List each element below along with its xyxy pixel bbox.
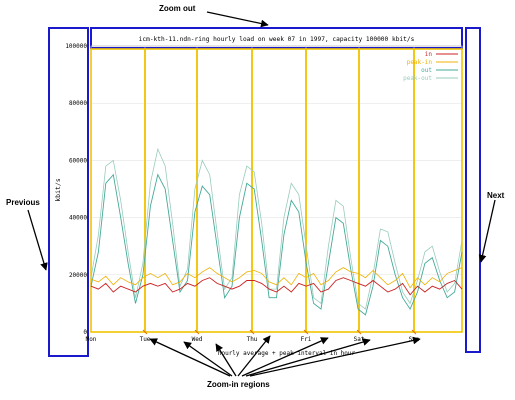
y-tick-label: 20000	[69, 272, 87, 279]
chart-title: icm-kth-11.ndn-ring hourly load on week …	[139, 36, 415, 43]
annotation-arrows	[27, 11, 496, 377]
zoom-mark	[411, 329, 417, 335]
x-tick-label: Fri	[301, 336, 312, 343]
next-region[interactable]	[465, 27, 481, 353]
series-line-peak-out	[90, 147, 463, 310]
x-tick-label: Wed	[192, 336, 203, 343]
zoom-in-region-7	[413, 48, 463, 333]
zoom-mark	[249, 329, 255, 335]
legend-label-peak-out: peak-out	[403, 75, 432, 82]
x-tick-label: Sun	[409, 336, 420, 343]
legend-label-out: out	[421, 67, 432, 74]
previous-region[interactable]	[48, 27, 89, 357]
zoom-in-region-5	[305, 48, 360, 333]
zoom-in-arrow-1	[149, 338, 231, 377]
zoom-mark	[356, 329, 362, 335]
y-tick-label: 60000	[69, 157, 87, 164]
x-tick-label: Thu	[247, 336, 258, 343]
series-line-in	[90, 277, 463, 296]
zoom-in-arrow-4	[237, 335, 271, 377]
series-line-out	[90, 173, 463, 316]
zoom-in-arrow-6	[245, 338, 371, 377]
zoom-out-label: Zoom out	[159, 4, 196, 13]
x-tick-label: Tue	[140, 336, 151, 343]
zoom-out-region[interactable]	[90, 27, 463, 49]
legend-label-in: in	[425, 51, 433, 58]
x-tick-label: Mon	[86, 336, 97, 343]
previous-label: Previous	[6, 198, 40, 207]
zoom-in-arrow-5	[241, 337, 329, 377]
y-tick-label: 40000	[69, 215, 87, 222]
next-arrow	[478, 199, 496, 263]
zoom-in-regions-label: Zoom-in regions	[207, 380, 270, 389]
x-axis-label: hourly average + peak interval in hour	[218, 350, 356, 357]
zoom-in-arrow-7	[249, 336, 421, 377]
zoom-mark	[303, 329, 309, 335]
next-label: Next	[487, 191, 505, 200]
zoom-in-arrow-3	[215, 343, 237, 377]
zoom-mark	[142, 329, 148, 335]
zoom-in-arrow-2	[183, 341, 233, 377]
zoom-in-region-6	[358, 48, 415, 333]
zoom-out-arrow	[206, 11, 269, 28]
y-tick-label: 0	[83, 329, 87, 336]
series-line-peak-in	[90, 267, 463, 289]
x-tick-label: Sat	[354, 336, 365, 343]
legend-label-peak-in: peak-in	[407, 59, 433, 66]
y-axis-label: kbit/s	[54, 178, 62, 202]
y-tick-label: 80000	[69, 100, 87, 107]
y-tick-label: 100000	[65, 43, 87, 50]
previous-arrow	[27, 209, 48, 271]
zoom-mark	[194, 329, 200, 335]
